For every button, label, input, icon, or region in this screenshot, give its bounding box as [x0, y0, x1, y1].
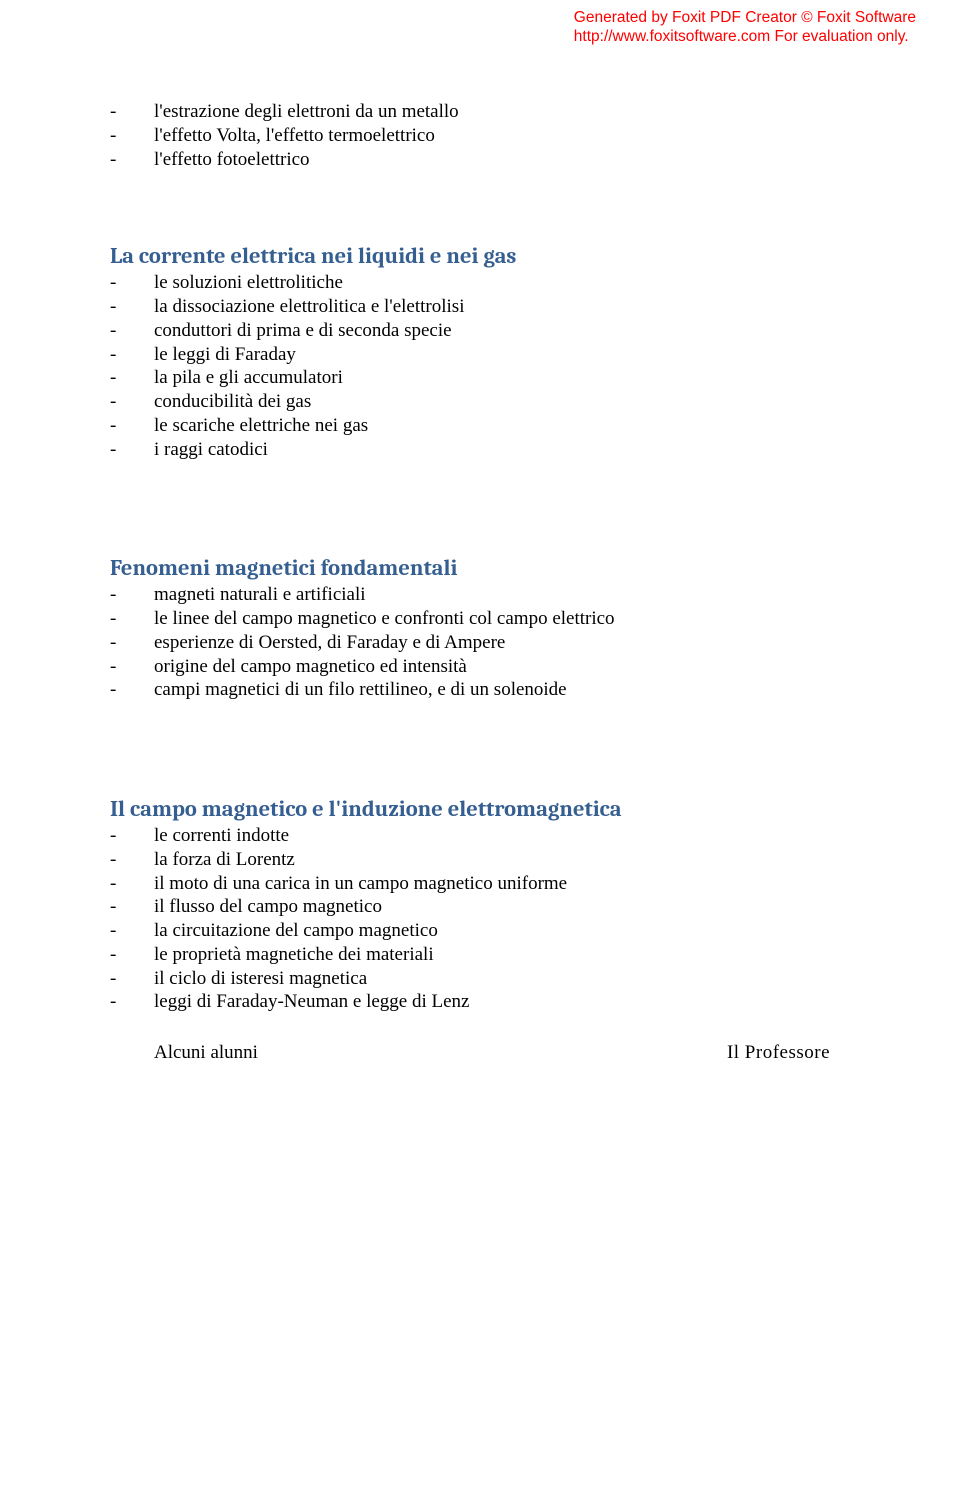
list-item: conducibilità dei gas	[110, 390, 850, 414]
list-item: il moto di una carica in un campo magnet…	[110, 872, 850, 896]
list-item: esperienze di Oersted, di Faraday e di A…	[110, 631, 850, 655]
list-item: campi magnetici di un filo rettilineo, e…	[110, 678, 850, 702]
list-item: le scariche elettriche nei gas	[110, 414, 850, 438]
list-item: la circuitazione del campo magnetico	[110, 919, 850, 943]
list-item: magneti naturali e artificiali	[110, 583, 850, 607]
list-item: l'effetto fotoelettrico	[110, 148, 850, 172]
magnetici-list: magneti naturali e artificiali le linee …	[110, 583, 850, 702]
heading-magnetici: Fenomeni magnetici fondamentali	[110, 555, 850, 581]
list-item: origine del campo magnetico ed intensità	[110, 655, 850, 679]
list-item: i raggi catodici	[110, 438, 850, 462]
heading-liquidi: La corrente elettrica nei liquidi e nei …	[110, 243, 850, 269]
liquidi-list: le soluzioni elettrolitiche la dissociaz…	[110, 271, 850, 461]
heading-induzione: Il campo magnetico e l'induzione elettro…	[110, 796, 850, 822]
footer-left: Alcuni alunni	[110, 1042, 258, 1064]
list-item: le linee del campo magnetico e confronti…	[110, 607, 850, 631]
list-item: il ciclo di isteresi magnetica	[110, 967, 850, 991]
list-item: leggi di Faraday-Neuman e legge di Lenz	[110, 990, 850, 1014]
list-item: la pila e gli accumulatori	[110, 366, 850, 390]
list-item: la forza di Lorentz	[110, 848, 850, 872]
list-item: l'estrazione degli elettroni da un metal…	[110, 100, 850, 124]
list-item: le leggi di Faraday	[110, 343, 850, 367]
list-item: conduttori di prima e di seconda specie	[110, 319, 850, 343]
intro-list: l'estrazione degli elettroni da un metal…	[110, 100, 850, 171]
list-item: la dissociazione elettrolitica e l'elett…	[110, 295, 850, 319]
list-item: le correnti indotte	[110, 824, 850, 848]
induzione-list: le correnti indotte la forza di Lorentz …	[110, 824, 850, 1014]
list-item: le soluzioni elettrolitiche	[110, 271, 850, 295]
pdf-watermark: Generated by Foxit PDF Creator © Foxit S…	[574, 8, 916, 47]
footer-row: Alcuni alunni Il Professore	[110, 1042, 850, 1064]
document-content: l'estrazione degli elettroni da un metal…	[110, 100, 850, 1064]
watermark-line1: Generated by Foxit PDF Creator © Foxit S…	[574, 8, 916, 27]
list-item: il flusso del campo magnetico	[110, 895, 850, 919]
footer-right: Il Professore	[727, 1042, 850, 1064]
watermark-line2: http://www.foxitsoftware.com For evaluat…	[574, 27, 916, 46]
list-item: l'effetto Volta, l'effetto termoelettric…	[110, 124, 850, 148]
list-item: le proprietà magnetiche dei materiali	[110, 943, 850, 967]
